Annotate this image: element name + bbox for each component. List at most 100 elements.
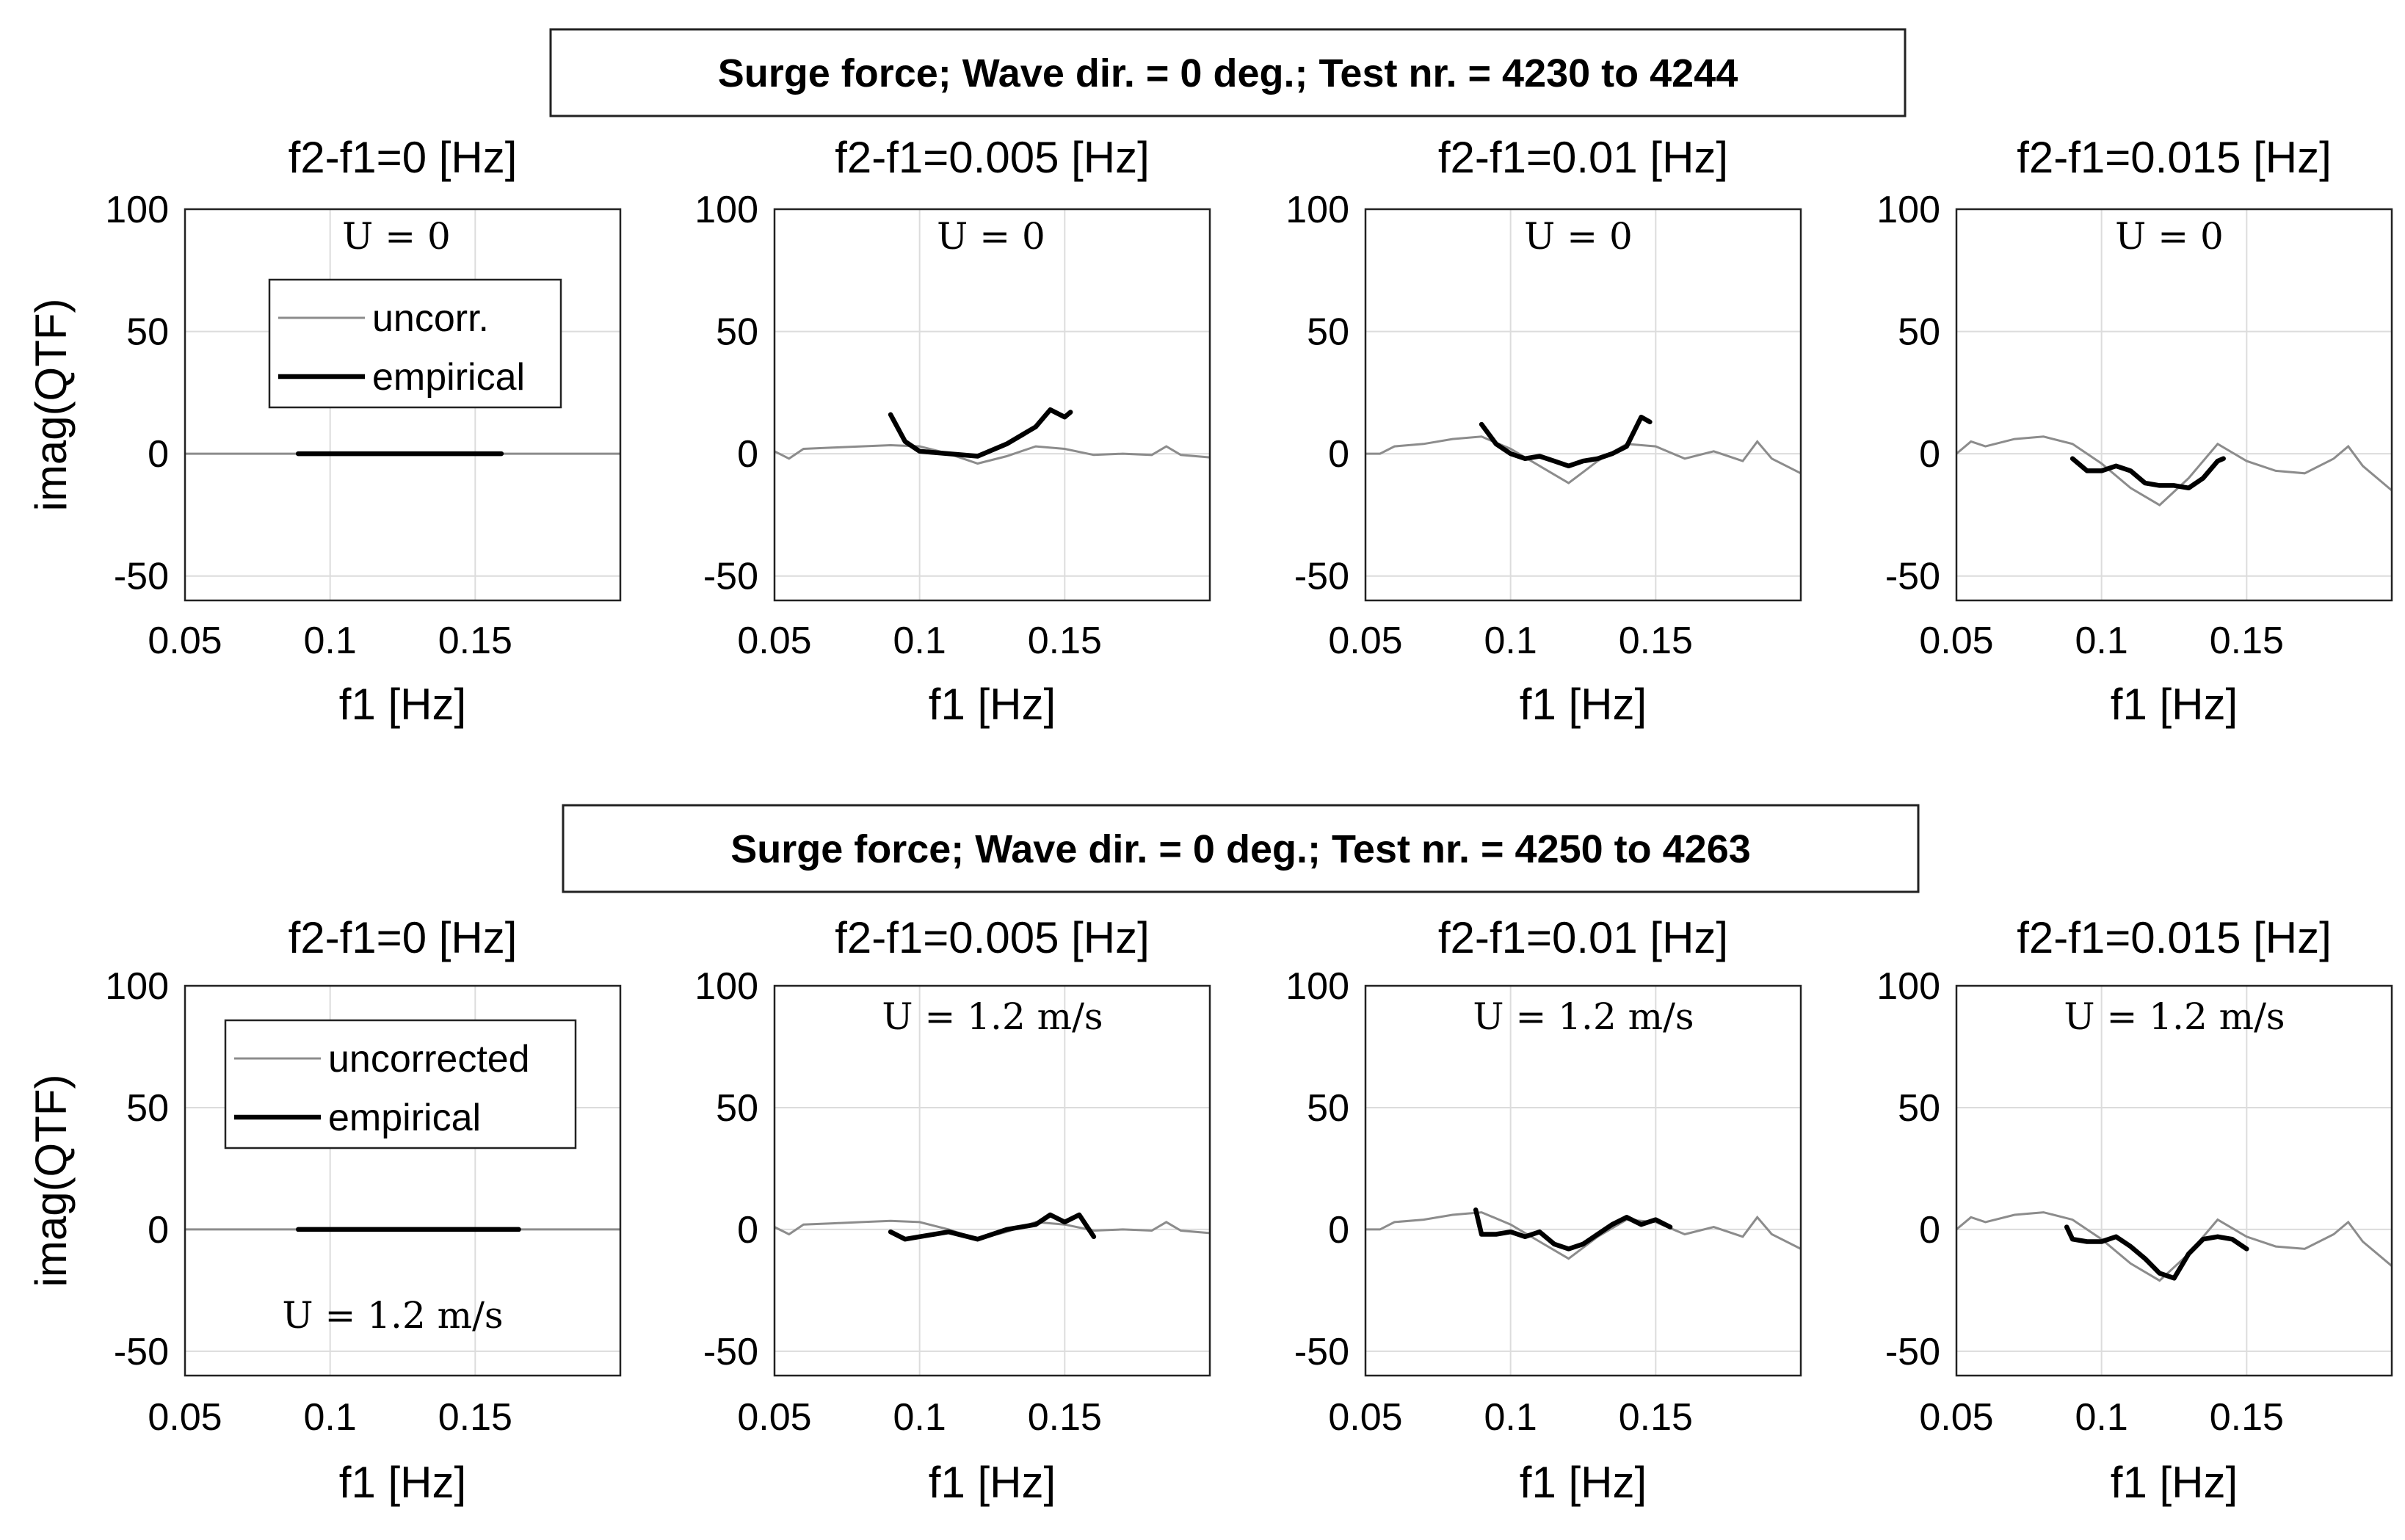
plot-frame xyxy=(1364,208,1802,602)
chart-group-bottom: Surge force; Wave dir. = 0 deg.; Test nr… xyxy=(26,804,2393,1507)
series-line-uncorrected xyxy=(1365,1211,1802,1260)
y-tick-label: 100 xyxy=(1876,965,1940,1008)
legend-box xyxy=(224,1019,577,1149)
x-axis-label: f1 [Hz] xyxy=(2111,680,2238,729)
x-tick-label: 0.05 xyxy=(1919,620,1993,662)
x-axis-label: f1 [Hz] xyxy=(929,680,1056,729)
x-axis-label: f1 [Hz] xyxy=(929,1458,1056,1507)
x-tick-label: 0.15 xyxy=(1028,1396,1102,1439)
series-line-uncorr xyxy=(1956,435,2393,506)
x-tick-label: 0.05 xyxy=(1919,1396,1993,1439)
panel-f2-f1-0-005-hz: f2-f1=0.005 [Hz] 0.05 0.1 0.15 -50 0 50 100 f1 [… xyxy=(694,133,1211,729)
y-tick-label: 0 xyxy=(737,1209,758,1252)
y-tick-label: 100 xyxy=(105,965,169,1008)
x-tick-label: 0.05 xyxy=(737,620,811,662)
series-line-empirical xyxy=(2064,1224,2249,1281)
panel-f2-f1-0-005-hz: f2-f1=0.005 [Hz] 0.05 0.1 0.15 -50 0 50 100 f1 [… xyxy=(694,913,1211,1507)
panel-title: f2-f1=0.01 [Hz] xyxy=(1438,133,1728,182)
y-tick-label: 0 xyxy=(737,433,758,476)
y-tick-label: 0 xyxy=(148,1209,169,1252)
panel-f2-f1-0-hz: f2-f1=0 [Hz] 0.05 0.1 0.15 -50 0 50 100 f1 [Hz] U… xyxy=(105,133,622,729)
series-line-empirical xyxy=(1473,1207,1673,1252)
y-tick-label: -50 xyxy=(1294,556,1349,598)
y-tick-label: 0 xyxy=(1919,433,1940,476)
y-tick-label: 50 xyxy=(716,311,758,354)
series-line-uncorr xyxy=(774,443,1211,465)
panel-title: f2-f1=0 [Hz] xyxy=(289,133,518,182)
y-tick-label: -50 xyxy=(1885,556,1940,598)
legend-label-empirical: empirical xyxy=(372,356,525,399)
y-tick-label: 50 xyxy=(1898,1087,1940,1130)
y-tick-label: 100 xyxy=(694,189,758,231)
plot-frame xyxy=(1364,984,1802,1377)
speed-annotation: U = 0 xyxy=(342,215,451,258)
legend-label-empirical: empirical xyxy=(328,1097,481,1139)
series-line-empirical xyxy=(2070,456,2226,491)
panel-title: f2-f1=0.015 [Hz] xyxy=(2017,913,2332,962)
plot-frame xyxy=(1955,208,2393,602)
panel-title: f2-f1=0.01 [Hz] xyxy=(1438,913,1728,962)
x-tick-label: 0.15 xyxy=(2210,620,2284,662)
x-tick-label: 0.1 xyxy=(2075,620,2128,662)
y-tick-label: 100 xyxy=(1876,189,1940,231)
y-tick-label: 50 xyxy=(716,1087,758,1130)
y-tick-label: -50 xyxy=(703,556,758,598)
legend-label-uncorrected: uncorrected xyxy=(328,1038,530,1080)
y-tick-label: -50 xyxy=(703,1331,758,1373)
panel-title: f2-f1=0.015 [Hz] xyxy=(2017,133,2332,182)
plot-frame xyxy=(184,984,622,1377)
group-title-box xyxy=(562,804,1920,893)
group-title: Surge force; Wave dir. = 0 deg.; Test nr… xyxy=(730,827,1751,871)
y-tick-label: 50 xyxy=(126,311,169,354)
y-tick-label: 100 xyxy=(1285,965,1349,1008)
plot-frame xyxy=(773,984,1211,1377)
group-title: Surge force; Wave dir. = 0 deg.; Test nr… xyxy=(718,51,1738,95)
plot-frame xyxy=(773,208,1211,602)
x-tick-label: 0.1 xyxy=(893,1396,946,1439)
panel-f2-f1-0-015-hz: f2-f1=0.015 [Hz] 0.05 0.1 0.15 -50 0 50 100 f1 [… xyxy=(1876,913,2393,1507)
plot-frame xyxy=(184,208,622,602)
x-tick-label: 0.15 xyxy=(2210,1396,2284,1439)
y-tick-label: -50 xyxy=(114,556,169,598)
y-tick-label: 50 xyxy=(1307,1087,1349,1130)
legend: uncorr. empirical xyxy=(268,278,562,409)
speed-annotation: U = 0 xyxy=(937,215,1045,258)
speed-annotation: U = 1.2 m/s xyxy=(882,995,1103,1038)
chart-group-top: Surge force; Wave dir. = 0 deg.; Test nr… xyxy=(26,28,2393,729)
y-tick-label: 0 xyxy=(148,433,169,476)
series-line-empirical xyxy=(1479,414,1653,469)
speed-annotation: U = 0 xyxy=(2115,215,2224,258)
x-tick-label: 0.15 xyxy=(1028,620,1102,662)
x-tick-label: 0.15 xyxy=(438,620,512,662)
x-axis-label: f1 [Hz] xyxy=(1520,1458,1647,1507)
speed-annotation: U = 1.2 m/s xyxy=(282,1294,503,1337)
series-line-empirical xyxy=(888,407,1073,459)
x-tick-label: 0.15 xyxy=(438,1396,512,1439)
x-axis-label: f1 [Hz] xyxy=(2111,1458,2238,1507)
x-tick-label: 0.1 xyxy=(893,620,946,662)
x-tick-label: 0.15 xyxy=(1619,620,1693,662)
legend: uncorrected empirical xyxy=(224,1019,577,1149)
panel-title: f2-f1=0.005 [Hz] xyxy=(835,133,1150,182)
x-tick-label: 0.1 xyxy=(304,1396,357,1439)
plot-frame xyxy=(1955,984,2393,1377)
y-tick-label: -50 xyxy=(1885,1331,1940,1373)
panel-title: f2-f1=0.005 [Hz] xyxy=(835,913,1150,962)
x-tick-label: 0.1 xyxy=(2075,1396,2128,1439)
x-tick-label: 0.1 xyxy=(1484,620,1537,662)
panel-f2-f1-0-hz: f2-f1=0 [Hz] 0.05 0.1 0.15 -50 0 50 100 f1 [Hz] U… xyxy=(105,913,622,1507)
x-axis-label: f1 [Hz] xyxy=(339,680,466,729)
y-tick-label: 50 xyxy=(126,1087,169,1130)
x-axis-label: f1 [Hz] xyxy=(1520,680,1647,729)
y-tick-label: 100 xyxy=(694,965,758,1008)
x-tick-label: 0.1 xyxy=(1484,1396,1537,1439)
speed-annotation: U = 0 xyxy=(1524,215,1633,258)
y-tick-label: -50 xyxy=(1294,1331,1349,1373)
x-tick-label: 0.05 xyxy=(148,620,222,662)
panel-f2-f1-0-01-hz: f2-f1=0.01 [Hz] 0.05 0.1 0.15 -50 0 50 100 f1 [H… xyxy=(1285,133,1802,729)
x-tick-label: 0.15 xyxy=(1619,1396,1693,1439)
series-line-uncorrected xyxy=(1956,1211,2393,1282)
x-tick-label: 0.1 xyxy=(304,620,357,662)
x-tick-label: 0.05 xyxy=(148,1396,222,1439)
